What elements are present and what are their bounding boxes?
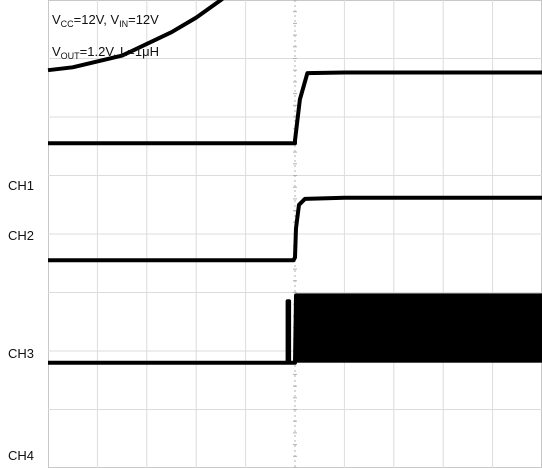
trace-ch3 (48, 195, 542, 263)
channel-label-ch1: CH1 (8, 178, 35, 193)
trace-ch1 (47, 0, 225, 73)
output-voltage-annotation: VOUT=1.2V, L=1μH (52, 44, 159, 61)
trace-ch4 (48, 293, 542, 365)
channel-label-ch4: CH4 (8, 448, 35, 463)
trace-ch4-switching-band (295, 295, 542, 363)
channel-label-ch3: CH3 (8, 346, 35, 361)
supply-voltage-annotation: VCC=12V, VIN=12V (52, 12, 159, 29)
trace-ch2 (48, 70, 542, 146)
channel-label-ch2: CH2 (8, 228, 35, 243)
plot-traces (47, 0, 542, 365)
